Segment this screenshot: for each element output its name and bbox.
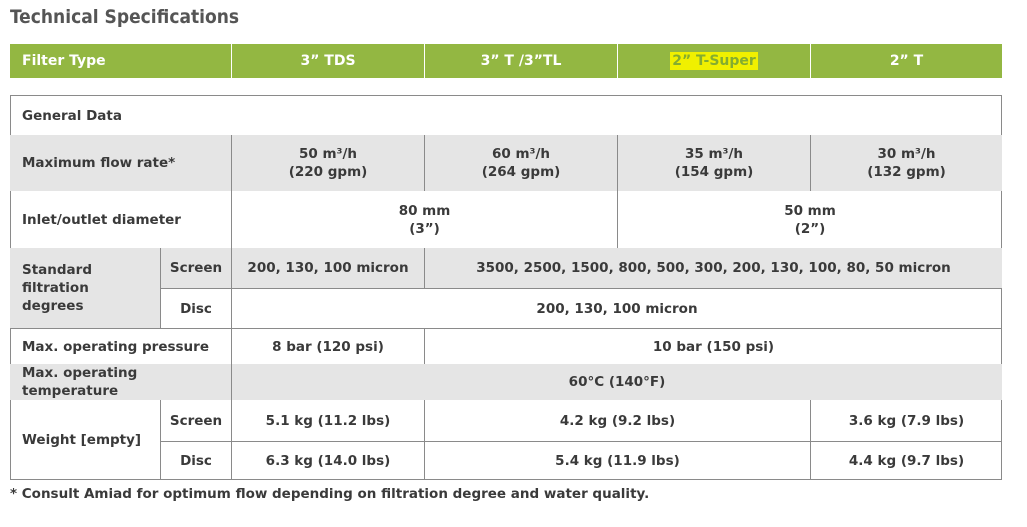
header-cell: Filter Type bbox=[10, 44, 231, 78]
row-label: Inlet/outlet diameter bbox=[22, 211, 181, 228]
cell: 200, 130, 100 micron bbox=[231, 248, 424, 288]
cell: 3.6 kg (7.9 lbs) bbox=[810, 400, 1002, 441]
highlighted-header: 2” T-Super bbox=[670, 52, 758, 70]
cell: 50 m³/h (220 gpm) bbox=[231, 135, 424, 191]
cell: 60°C (140°F) bbox=[231, 364, 1002, 400]
row-label: Max. operating temperature bbox=[10, 364, 231, 400]
cell: 3500, 2500, 1500, 800, 500, 300, 200, 13… bbox=[424, 248, 1002, 288]
sub-label: Screen bbox=[160, 248, 231, 288]
section-label: General Data bbox=[22, 107, 122, 124]
row-label: Max. operating pressure bbox=[10, 328, 231, 364]
header-cell: 3” T /3”TL bbox=[424, 44, 617, 78]
cell: 35 m³/h (154 gpm) bbox=[617, 135, 810, 191]
sub-label: Screen bbox=[160, 400, 231, 441]
header-cell: 2” T bbox=[810, 44, 1002, 78]
cell: 4.2 kg (9.2 lbs) bbox=[424, 400, 810, 441]
cell: 6.3 kg (14.0 lbs) bbox=[231, 441, 424, 479]
header-cell: 2” T-Super bbox=[617, 44, 810, 78]
cell: 50 mm (2”) bbox=[617, 191, 1002, 248]
sub-label: Disc bbox=[160, 441, 231, 479]
row-label: Maximum flow rate* bbox=[10, 135, 231, 191]
cell: 30 m³/h (132 gpm) bbox=[810, 135, 1002, 191]
row-label: Weight [empty] bbox=[22, 431, 142, 448]
cell: 10 bar (150 psi) bbox=[424, 328, 1002, 364]
cell: 5.1 kg (11.2 lbs) bbox=[231, 400, 424, 441]
row-label: Standard filtration degrees bbox=[10, 248, 160, 328]
header-cell: 3” TDS bbox=[231, 44, 424, 78]
cell: 60 m³/h (264 gpm) bbox=[424, 135, 617, 191]
cell: 4.4 kg (9.7 lbs) bbox=[810, 441, 1002, 479]
footnote: * Consult Amiad for optimum flow dependi… bbox=[10, 486, 650, 502]
cell: 8 bar (120 psi) bbox=[231, 328, 424, 364]
cell: 200, 130, 100 micron bbox=[231, 288, 1002, 328]
title: Technical Specifications bbox=[10, 6, 240, 28]
cell: 5.4 kg (11.9 lbs) bbox=[424, 441, 810, 479]
sub-label: Disc bbox=[160, 288, 231, 328]
cell: 80 mm (3”) bbox=[231, 191, 617, 248]
